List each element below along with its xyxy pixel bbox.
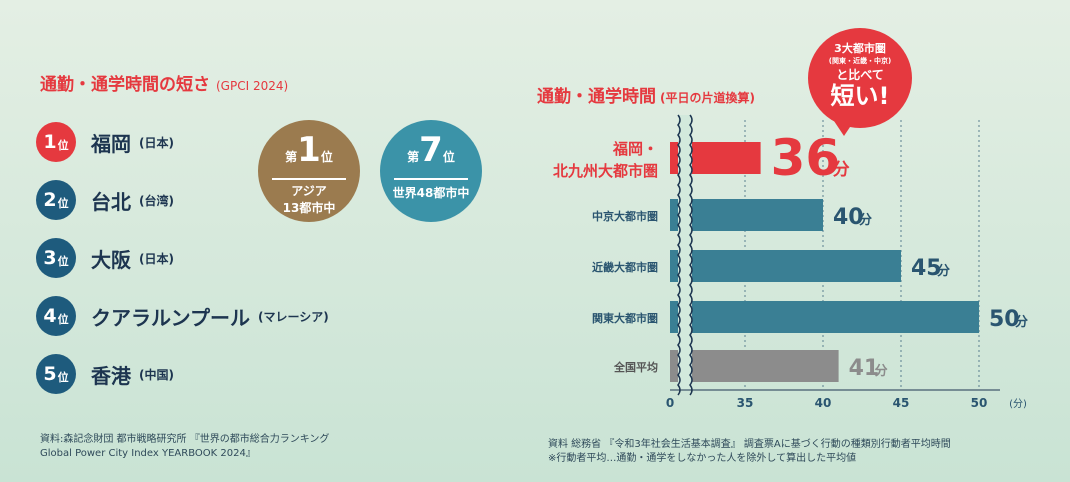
x-tick-label: 50 <box>971 396 988 410</box>
bar <box>670 142 761 174</box>
world-suffix: 位 <box>442 150 455 164</box>
rank-country: (台湾) <box>139 193 174 208</box>
category-label: 北九州大都市圏 <box>553 162 658 180</box>
rank-country: (中国) <box>139 367 174 382</box>
category-label: 福岡・ <box>612 140 658 158</box>
right-title: 通勤・通学時間 (平日の片道換算) <box>537 82 755 107</box>
right-source-line1: 資料 総務省 『令和3年社会生活基本調査』 調査票Aに基づく行動の種類別行動者平… <box>548 439 951 450</box>
asia-line2: 13都市中 <box>282 201 336 215</box>
ranking-row: 2 位台北 (台湾) <box>36 180 174 220</box>
left-title-sub: (GPCI 2024) <box>216 79 289 93</box>
rank-city: 大阪 <box>91 247 131 272</box>
x-tick-label: 35 <box>737 396 754 410</box>
asia-divider <box>272 178 346 180</box>
left-title: 通勤・通学時間の短さ (GPCI 2024) <box>40 70 288 95</box>
axis-break-line <box>689 114 693 396</box>
rank-unit: 位 <box>57 371 69 384</box>
value-label: 41 <box>849 356 880 381</box>
category-label: 近畿大都市圏 <box>592 260 658 274</box>
rank-number: 2 <box>43 189 57 211</box>
rank-number: 3 <box>43 247 57 269</box>
rank-city: クアラルンプール <box>91 305 250 330</box>
x-unit-label: (分) <box>1009 398 1027 410</box>
x-tick-label: 40 <box>815 396 832 410</box>
axis-break-line <box>677 114 681 396</box>
axis-break-gap <box>678 115 692 390</box>
category-label: 中京大都市圏 <box>592 209 658 223</box>
bar <box>670 350 839 382</box>
category-label: 関東大都市圏 <box>592 311 658 325</box>
bar <box>670 199 823 231</box>
left-source-line2: Global Power City Index YEARBOOK 2024』 <box>40 448 256 459</box>
asia-line1: アジア <box>291 184 327 198</box>
value-unit: 分 <box>859 212 872 228</box>
world-number: 7 <box>419 130 443 170</box>
rank-city: 福岡 <box>91 131 131 156</box>
callout-bubble: 3大都市圏 (関東・近畿・中京) と比べて 短い! <box>808 28 912 128</box>
rank-unit: 位 <box>57 139 69 152</box>
value-label: 40 <box>833 205 864 230</box>
asia-number: 1 <box>297 130 321 170</box>
value-unit: 分 <box>875 363 888 379</box>
rank-number: 4 <box>43 305 57 327</box>
asia-prefix: 第 <box>285 150 298 164</box>
rank-number: 5 <box>43 363 57 385</box>
world-divider <box>394 178 468 180</box>
right-source: 資料 総務省 『令和3年社会生活基本調査』 調査票Aに基づく行動の種類別行動者平… <box>548 438 951 466</box>
rank-number: 1 <box>43 131 57 153</box>
left-source-line1: 資料:森記念財団 都市戦略研究所 『世界の都市総合力ランキング <box>40 434 330 445</box>
asia-suffix: 位 <box>320 150 333 164</box>
rank-unit: 位 <box>57 313 69 326</box>
rank-country: (日本) <box>139 251 174 266</box>
callout-line1: 3大都市圏 <box>834 42 886 55</box>
rank-unit: 位 <box>57 197 69 210</box>
right-source-line2: ※行動者平均…通勤・通学をしなかった人を除外して算出した平均値 <box>548 453 857 464</box>
ranking-row: 1 位福岡 (日本) <box>36 122 174 162</box>
callout-line3: と比べて <box>836 68 884 82</box>
value-unit: 分 <box>937 263 950 279</box>
callout-line4: 短い! <box>830 82 890 110</box>
right-title-sub: (平日の片道換算) <box>660 91 755 105</box>
world-prefix: 第 <box>407 150 420 164</box>
ranking-row: 3 位大阪 (日本) <box>36 238 174 278</box>
left-source: 資料:森記念財団 都市戦略研究所 『世界の都市総合力ランキング Global P… <box>40 433 329 461</box>
rank-city: 台北 <box>91 189 131 214</box>
x-tick-label: 0 <box>666 396 674 410</box>
world-rank-badge: 第7位 世界48都市中 <box>380 120 482 222</box>
bar <box>670 301 979 333</box>
value-unit: 分 <box>1015 314 1028 330</box>
ranking-row: 5 位香港 (中国) <box>36 354 174 394</box>
rank-city: 香港 <box>91 363 131 388</box>
left-title-text: 通勤・通学時間の短さ <box>40 75 210 95</box>
value-unit: 分 <box>833 160 850 180</box>
ranking-row: 4 位クアラルンプール (マレーシア) <box>36 296 329 336</box>
world-line1: 世界48都市中 <box>392 186 470 200</box>
bar <box>670 250 901 282</box>
rank-unit: 位 <box>57 255 69 268</box>
callout-line2: (関東・近畿・中京) <box>828 57 892 65</box>
value-label: 50 <box>989 307 1020 332</box>
x-tick-label: 45 <box>893 396 910 410</box>
value-label: 36 <box>771 129 841 187</box>
category-label: 全国平均 <box>613 360 658 374</box>
rank-country: (マレーシア) <box>258 309 329 324</box>
right-title-text: 通勤・通学時間 <box>537 87 656 107</box>
asia-rank-badge: 第1位 アジア 13都市中 <box>258 120 360 222</box>
rank-country: (日本) <box>139 135 174 150</box>
value-label: 45 <box>911 256 942 281</box>
